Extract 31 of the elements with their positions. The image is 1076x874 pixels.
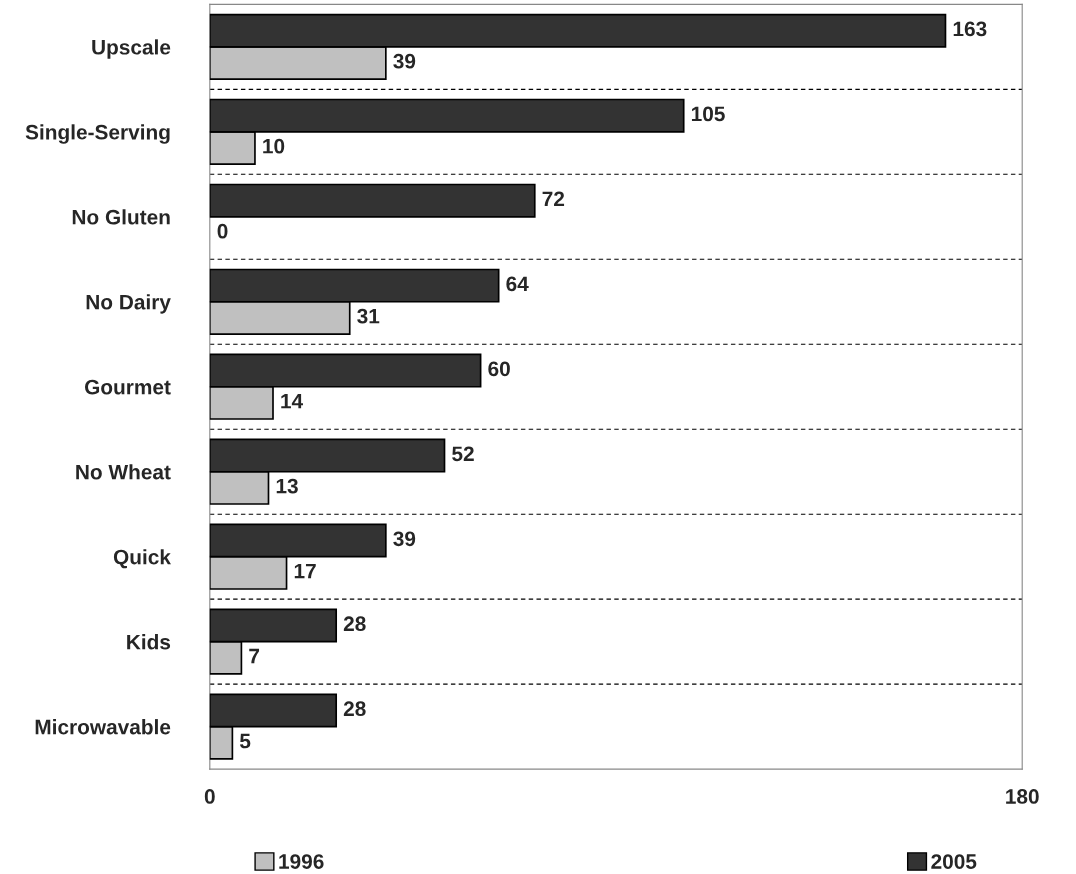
data-label: 5 bbox=[239, 733, 251, 749]
y-tick-label: Single-Serving bbox=[25, 124, 170, 144]
legend-label: 2005 bbox=[931, 854, 977, 869]
y-tick-label: Quick bbox=[113, 549, 171, 569]
y-tick-label: Gourmet bbox=[84, 379, 171, 395]
data-label: 105 bbox=[691, 106, 725, 122]
data-label: 0 bbox=[217, 223, 228, 239]
data-label: 14 bbox=[281, 393, 304, 409]
data-label: 72 bbox=[542, 191, 565, 207]
y-tick-label: No Dairy bbox=[86, 294, 171, 314]
data-label: 39 bbox=[393, 531, 416, 547]
data-label: 10 bbox=[263, 138, 285, 154]
bar bbox=[209, 183, 536, 218]
data-label: 64 bbox=[506, 276, 529, 292]
y-tick-label: No Wheat bbox=[76, 464, 171, 480]
y-tick-label: Microwavable bbox=[35, 719, 171, 735]
y-tick-label: No Gluten bbox=[72, 209, 170, 225]
y-tick-label: Upscale bbox=[92, 39, 171, 59]
data-label: 28 bbox=[343, 701, 366, 717]
data-label: 17 bbox=[294, 563, 316, 579]
data-label: 52 bbox=[452, 446, 474, 462]
x-tick-label: 180 bbox=[1006, 789, 1039, 804]
legend-label: 1996 bbox=[279, 854, 324, 869]
data-label: 28 bbox=[343, 616, 366, 632]
data-label: 7 bbox=[249, 648, 260, 664]
data-label: 39 bbox=[393, 53, 416, 69]
y-tick-label: Kids bbox=[127, 634, 171, 650]
data-label: 60 bbox=[488, 361, 510, 377]
data-label: 13 bbox=[276, 478, 298, 494]
data-label: 31 bbox=[357, 308, 380, 324]
data-label: 163 bbox=[953, 21, 987, 37]
